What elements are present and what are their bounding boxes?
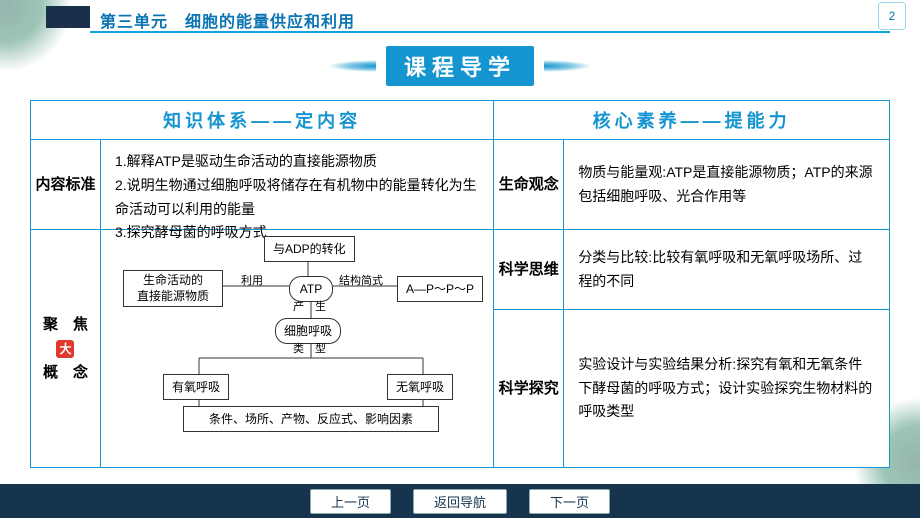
left-header: 知识体系——定内容 <box>31 101 493 140</box>
prev-button[interactable]: 上一页 <box>310 489 391 514</box>
node-factors: 条件、场所、产物、反应式、影响因素 <box>183 406 439 432</box>
header-bar: 第三单元 细胞的能量供应和利用 2 <box>0 0 920 32</box>
header-underline <box>90 31 890 33</box>
thinking-text: 分类与比较:比较有氧呼吸和无氧呼吸场所、过程的不同 <box>564 230 889 309</box>
row-label-life: 生命观念 <box>494 140 564 229</box>
right-row-thinking: 科学思维 分类与比较:比较有氧呼吸和无氧呼吸场所、过程的不同 <box>494 230 889 310</box>
concept-label-top: 聚 焦 <box>43 317 88 333</box>
standard-item: 1.解释ATP是驱动生命活动的直接能源物质 <box>115 150 479 174</box>
inquiry-text: 实验设计与实验结果分析:探究有氧和无氧条件下酵母菌的呼吸方式；设计实验探究生物材… <box>564 310 889 467</box>
edge-label-form: 结构简式 <box>339 272 383 291</box>
right-row-life: 生命观念 物质与能量观:ATP是直接能源物质；ATP的来源包括细胞呼吸、光合作用… <box>494 140 889 230</box>
node-source: 生命活动的直接能源物质 <box>123 270 223 307</box>
left-column: 知识体系——定内容 内容标准 1.解释ATP是驱动生命活动的直接能源物质 2.说… <box>31 101 494 467</box>
page-number-badge: 2 <box>878 2 906 34</box>
node-anaero: 无氧呼吸 <box>387 374 453 400</box>
left-row-concept: 聚 焦 大 概 念 <box>31 230 493 467</box>
edge-label-produce: 产 生 <box>293 298 326 317</box>
unit-title: 第三单元 细胞的能量供应和利用 <box>100 8 355 32</box>
standard-item: 2.说明生物通过细胞呼吸将储存在有机物中的能量转化为生命活动可以利用的能量 <box>115 174 479 222</box>
footer-nav: 上一页 返回导航 下一页 <box>0 484 920 518</box>
lesson-guide-banner: 课程导学 <box>386 46 534 86</box>
concept-star-icon: 大 <box>56 340 74 358</box>
home-button[interactable]: 返回导航 <box>413 489 507 514</box>
page-number: 2 <box>878 2 906 30</box>
row-label-inquiry: 科学探究 <box>494 310 564 467</box>
left-row-standards: 内容标准 1.解释ATP是驱动生命活动的直接能源物质 2.说明生物通过细胞呼吸将… <box>31 140 493 230</box>
right-column: 核心素养——提能力 生命观念 物质与能量观:ATP是直接能源物质；ATP的来源包… <box>494 101 889 467</box>
node-formula: A—P～P～P <box>397 276 483 302</box>
life-text: 物质与能量观:ATP是直接能源物质；ATP的来源包括细胞呼吸、光合作用等 <box>564 140 889 229</box>
header-tab <box>46 6 90 28</box>
node-aero: 有氧呼吸 <box>163 374 229 400</box>
right-header: 核心素养——提能力 <box>494 101 889 140</box>
standards-body: 1.解释ATP是驱动生命活动的直接能源物质 2.说明生物通过细胞呼吸将储存在有机… <box>101 140 493 229</box>
banner-wrap: 课程导学 <box>0 46 920 86</box>
row-label-thinking: 科学思维 <box>494 230 564 309</box>
edge-label-use: 利用 <box>241 272 263 291</box>
content-table: 知识体系——定内容 内容标准 1.解释ATP是驱动生命活动的直接能源物质 2.说… <box>30 100 890 468</box>
concept-label-bot: 概 念 <box>43 365 88 381</box>
next-button[interactable]: 下一页 <box>529 489 610 514</box>
node-adp: 与ADP的转化 <box>264 236 355 262</box>
concept-diagram: 与ADP的转化 生命活动的直接能源物质 ATP A—P～P～P 细胞呼吸 有氧呼… <box>101 230 493 467</box>
edge-label-type: 类 型 <box>293 340 326 359</box>
row-label-concept: 聚 焦 大 概 念 <box>31 230 101 467</box>
right-row-inquiry: 科学探究 实验设计与实验结果分析:探究有氧和无氧条件下酵母菌的呼吸方式；设计实验… <box>494 310 889 467</box>
row-label-standards: 内容标准 <box>31 140 101 229</box>
